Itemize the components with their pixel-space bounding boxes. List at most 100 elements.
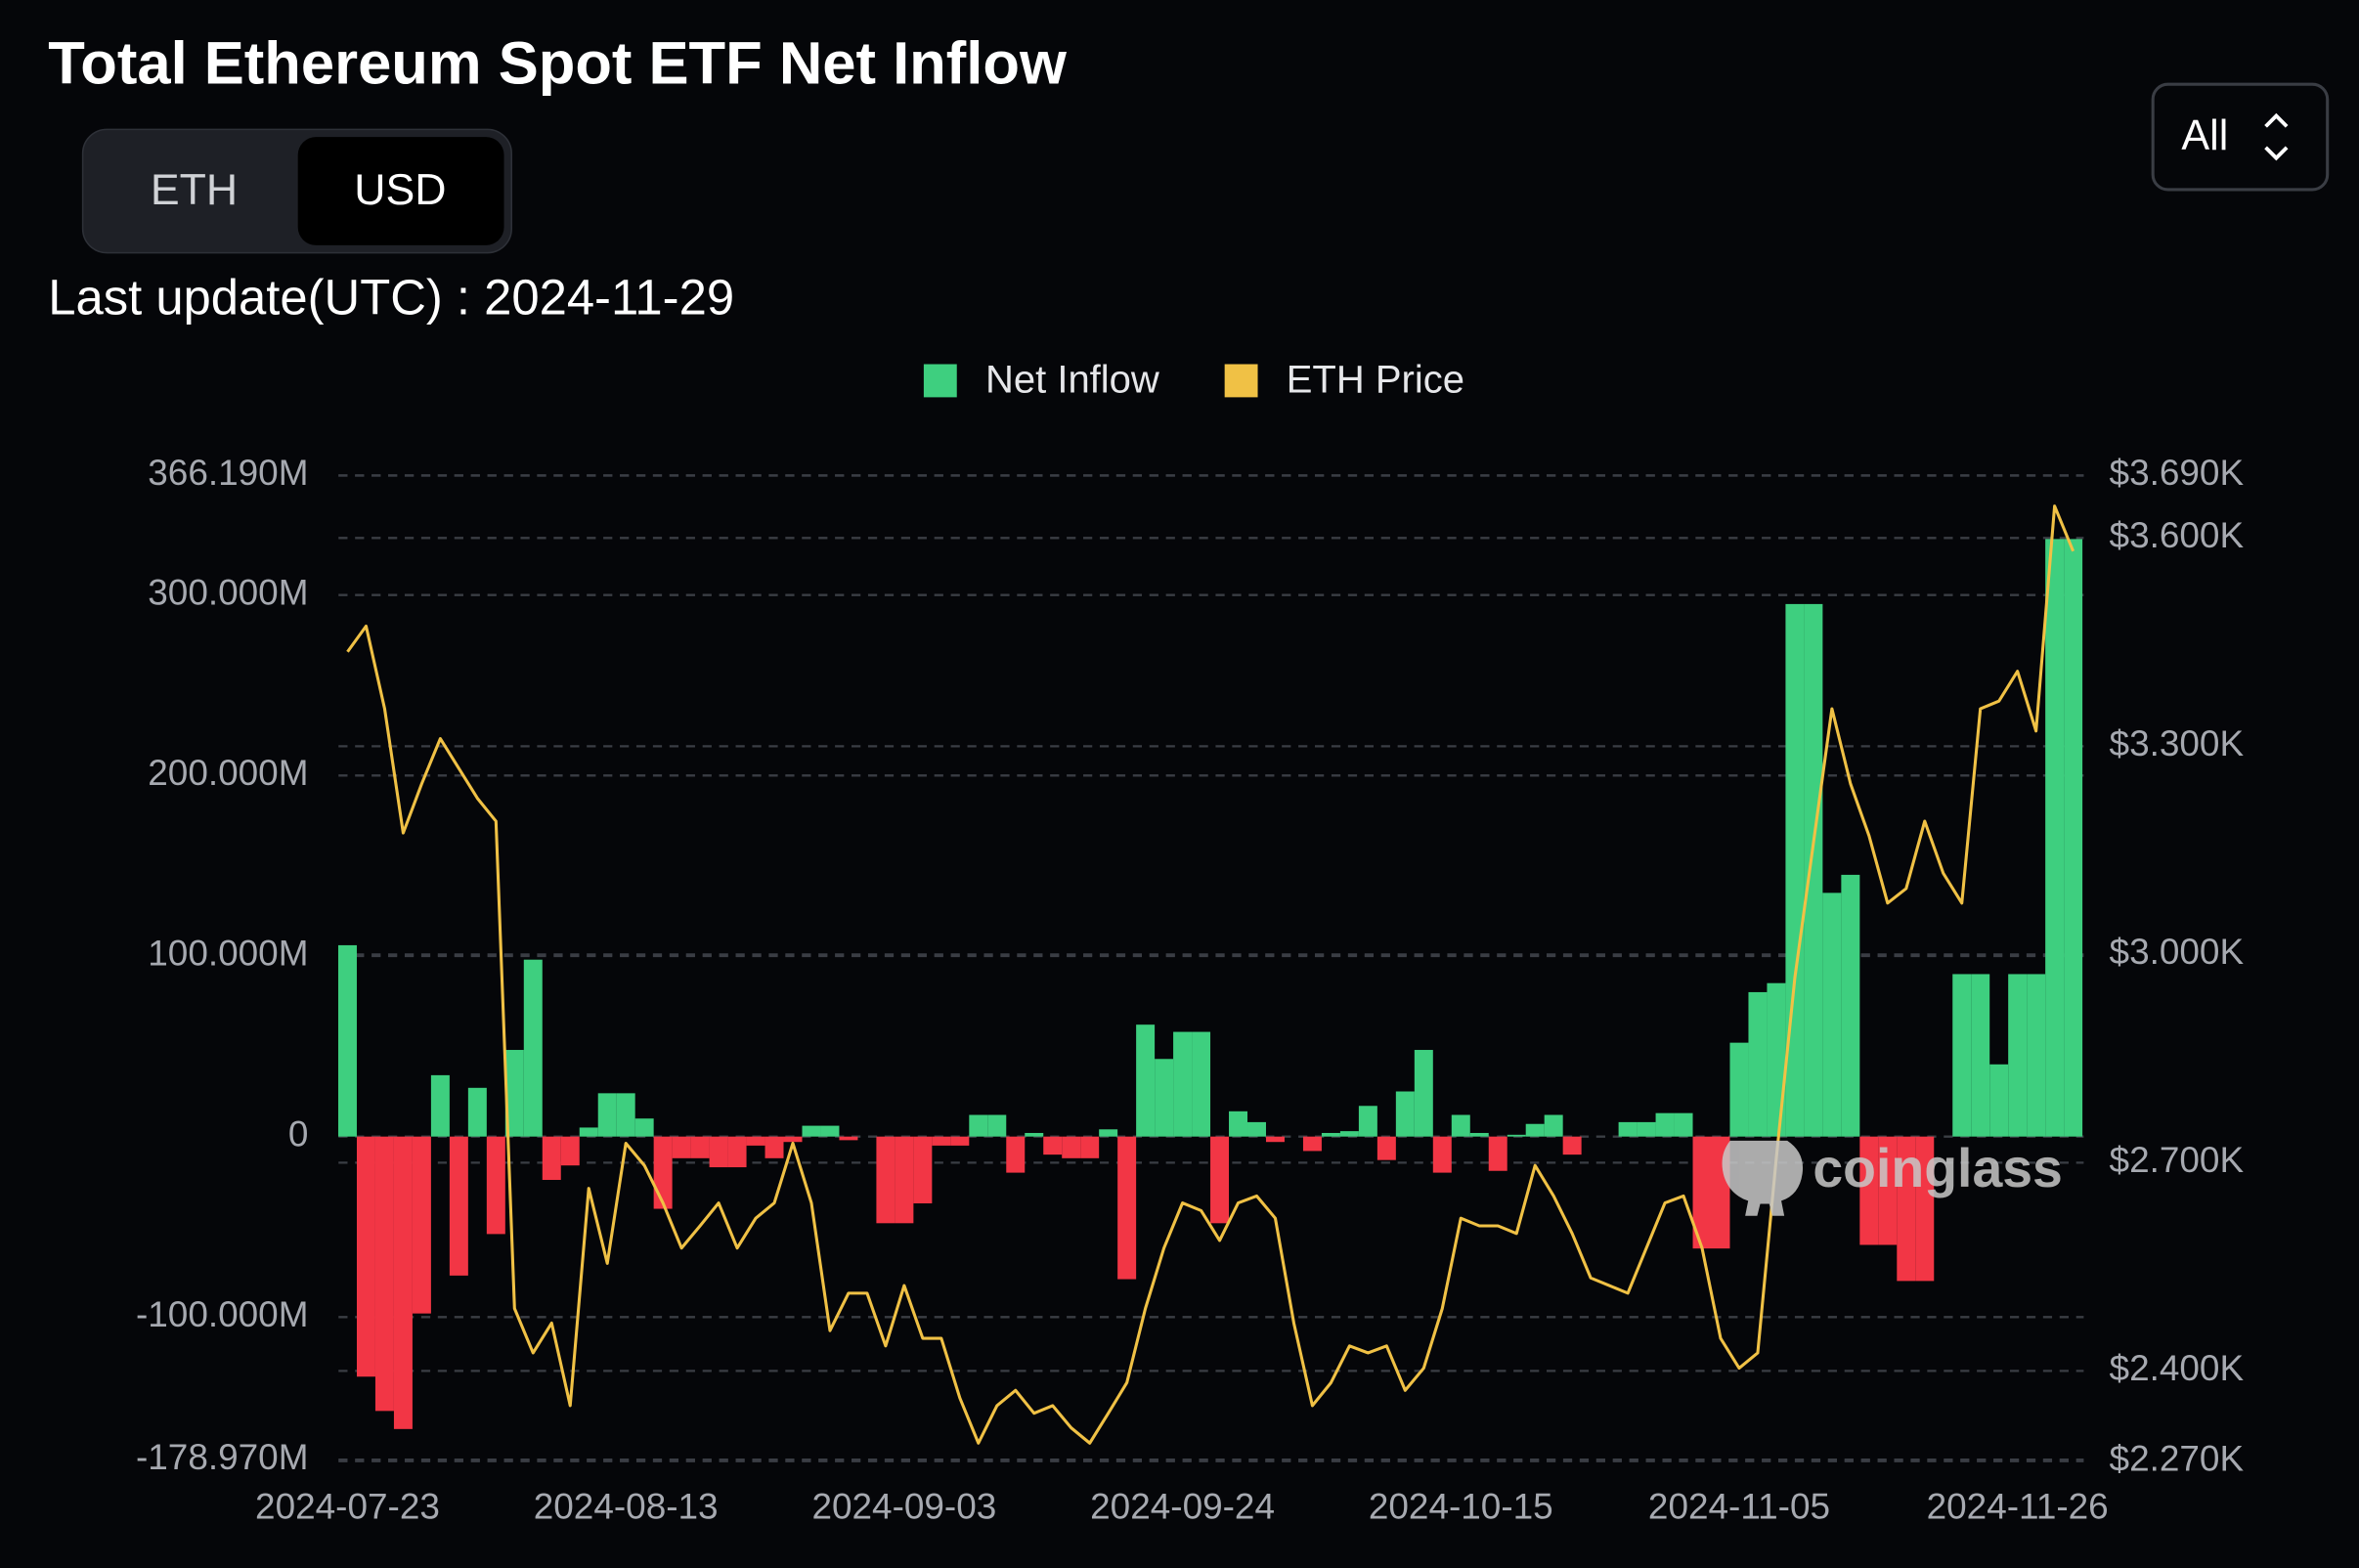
- y-tick-label: 300.000M: [148, 572, 308, 612]
- bar: [969, 1114, 988, 1137]
- x-tick-label: 2024-08-13: [534, 1487, 719, 1527]
- bar: [393, 1136, 413, 1429]
- y-tick-label: -100.000M: [136, 1294, 308, 1334]
- toggle-active[interactable]: [297, 137, 504, 245]
- y-tick-label: 100.000M: [148, 934, 308, 974]
- bar: [542, 1136, 561, 1180]
- bar: [2064, 539, 2083, 1137]
- bar: [783, 1136, 803, 1143]
- bar: [467, 1087, 487, 1137]
- y2-tick-label: $2.270K: [2110, 1438, 2245, 1478]
- legend-swatch: [1224, 364, 1258, 398]
- y-tick-label: 200.000M: [148, 753, 308, 793]
- dropdown-arrows[interactable]: [2264, 112, 2289, 161]
- y-tick-label: 366.190M: [148, 453, 308, 493]
- bar: [1414, 1050, 1433, 1137]
- bar: [1878, 1136, 1898, 1245]
- x-tick-label: 2024-09-03: [811, 1487, 996, 1527]
- bar: [1321, 1132, 1340, 1137]
- legend-label: ETH Price: [1287, 359, 1464, 402]
- y2-tick-label: $2.400K: [2110, 1348, 2245, 1388]
- bar: [616, 1093, 635, 1137]
- bar: [802, 1125, 821, 1137]
- x-tick-label: 2024-11-26: [1927, 1487, 2109, 1527]
- bar: [1971, 974, 1990, 1137]
- bar: [430, 1074, 450, 1137]
- bar: [1729, 1042, 1749, 1137]
- y-tick-label: -178.970M: [136, 1437, 308, 1477]
- bar: [504, 1050, 524, 1137]
- y2-tick-label: $3.600K: [2110, 515, 2245, 555]
- chart-title: Total Ethereum Spot ETF Net Inflow: [48, 30, 1067, 98]
- bar: [1562, 1136, 1582, 1155]
- legend-label: Net Inflow: [985, 359, 1159, 402]
- bar: [1136, 1024, 1156, 1137]
- bar: [486, 1136, 505, 1235]
- bar: [1859, 1136, 1879, 1245]
- bar: [337, 944, 357, 1137]
- bar: [1804, 603, 1823, 1137]
- bar: [2027, 974, 2046, 1137]
- dropdown[interactable]: [2151, 82, 2330, 192]
- dropdown-label[interactable]: All: [2181, 112, 2228, 159]
- bar: [1229, 1111, 1248, 1137]
- bar: [1915, 1136, 1935, 1282]
- bar: [1043, 1136, 1063, 1155]
- bar: [727, 1136, 747, 1168]
- x-tick-label: 2024-07-23: [255, 1487, 440, 1527]
- bar: [1767, 982, 1786, 1137]
- bar: [895, 1136, 914, 1224]
- price-line: [346, 504, 2075, 1445]
- legend-swatch: [923, 364, 957, 398]
- bar: [1525, 1123, 1545, 1137]
- bar: [1025, 1132, 1044, 1137]
- toggle-usd[interactable]: USD: [297, 137, 504, 245]
- bar: [950, 1136, 970, 1146]
- bar: [1897, 1136, 1916, 1282]
- bar: [412, 1136, 431, 1314]
- bar: [672, 1136, 691, 1158]
- bar: [690, 1136, 710, 1158]
- bar: [1062, 1136, 1081, 1158]
- bar: [1080, 1136, 1100, 1158]
- y2-tick-label: $2.700K: [2110, 1140, 2245, 1180]
- bar: [1192, 1031, 1211, 1137]
- bar: [746, 1136, 765, 1146]
- bar: [1210, 1136, 1230, 1224]
- toggle-label[interactable]: USD: [354, 166, 446, 214]
- bar: [2045, 539, 2065, 1137]
- bar: [1637, 1121, 1656, 1137]
- bar: [356, 1136, 375, 1377]
- bar: [932, 1136, 951, 1146]
- bar: [1117, 1136, 1137, 1280]
- bar: [1507, 1134, 1526, 1137]
- bar: [2008, 974, 2028, 1137]
- bar: [1618, 1121, 1638, 1137]
- bar: [374, 1136, 394, 1412]
- bar: [1469, 1132, 1489, 1137]
- bar: [709, 1136, 728, 1168]
- toggle-label[interactable]: ETH: [151, 166, 238, 214]
- bar: [1785, 603, 1805, 1137]
- range-select[interactable]: All: [2151, 82, 2330, 192]
- bar: [1155, 1059, 1174, 1137]
- bar: [449, 1136, 468, 1276]
- bar: [1655, 1112, 1675, 1137]
- bar: [653, 1136, 673, 1209]
- bar: [597, 1093, 617, 1137]
- bar: [1302, 1136, 1322, 1152]
- last-update: Last update(UTC) : 2024-11-29: [48, 269, 734, 325]
- y2-tick-label: $3.000K: [2110, 932, 2245, 972]
- x-tick-label: 2024-10-15: [1369, 1487, 1553, 1527]
- y2-tick-label: $3.690K: [2110, 453, 2245, 493]
- toggle-eth[interactable]: ETH: [151, 166, 238, 214]
- watermark: coinglass: [1722, 1138, 2063, 1216]
- bar: [1544, 1114, 1563, 1137]
- bar: [1748, 991, 1768, 1137]
- watermark-logo: [1722, 1140, 1804, 1216]
- bar: [913, 1136, 933, 1203]
- bar: [1674, 1112, 1693, 1137]
- bar: [1339, 1131, 1359, 1137]
